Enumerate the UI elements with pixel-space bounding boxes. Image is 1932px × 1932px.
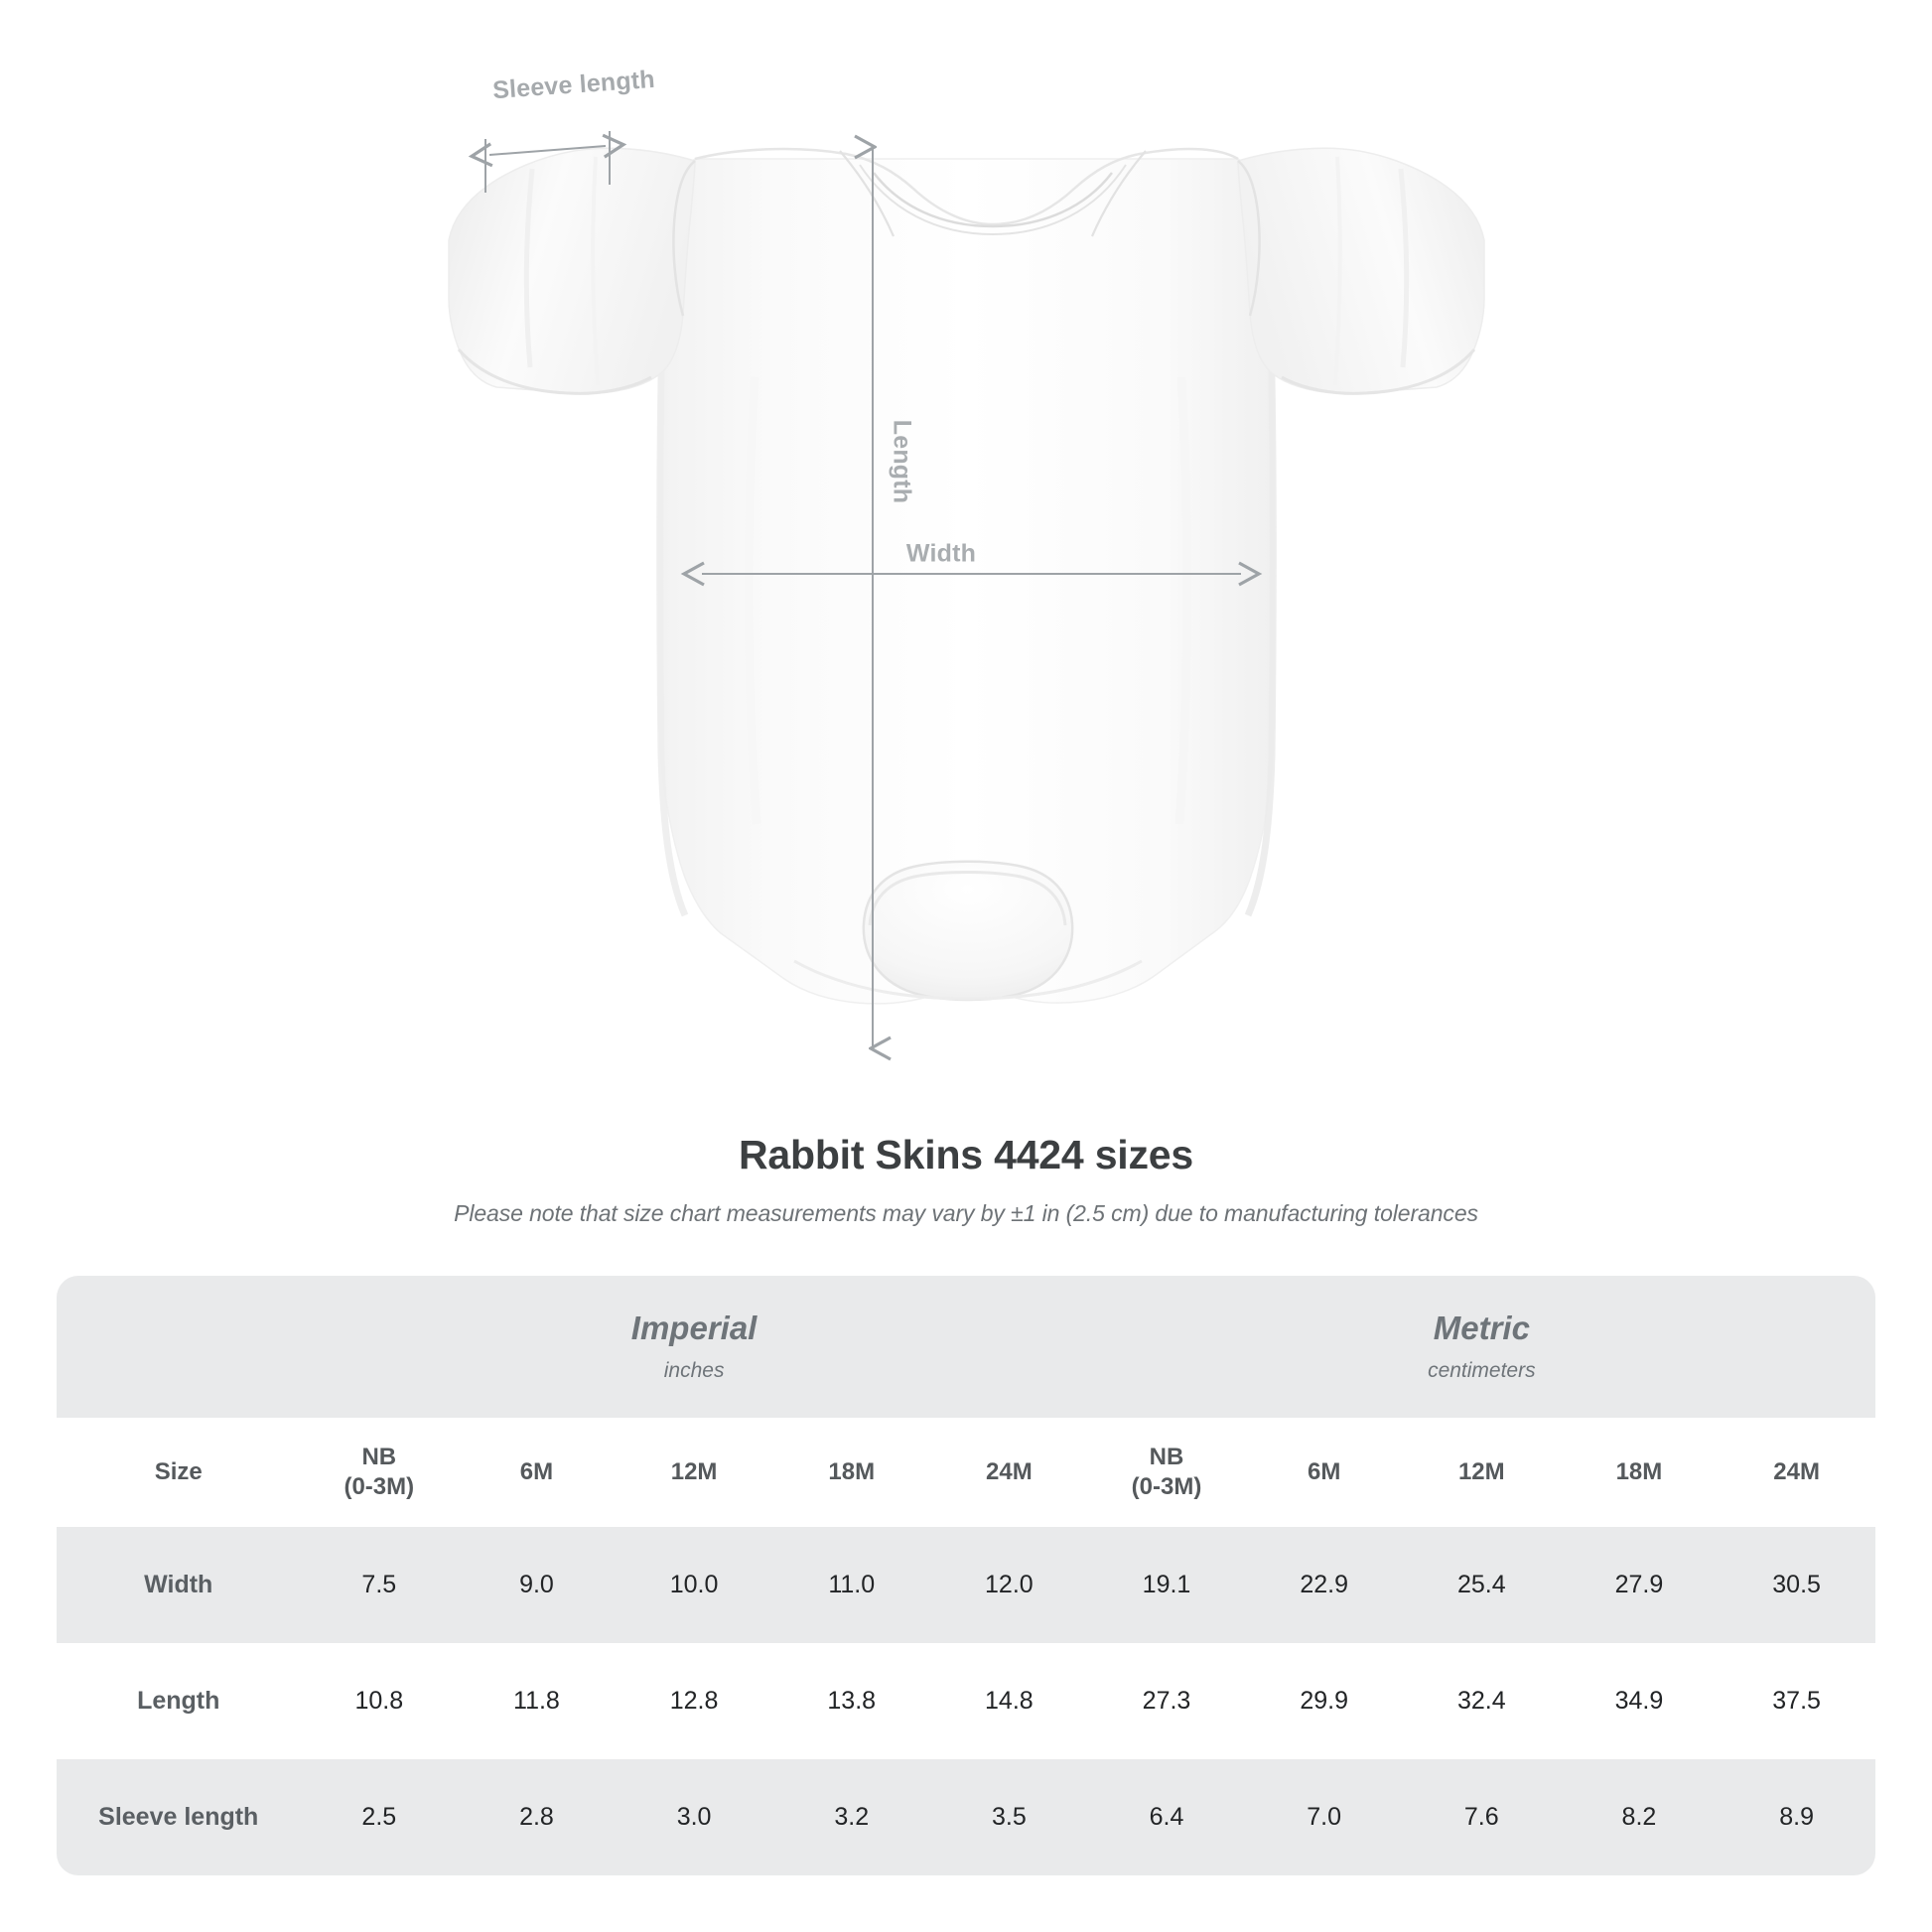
header-metric-12m: 12M [1402,1418,1561,1527]
sleeve-length-dimension [468,131,627,193]
cell-width-imperial-nb: 7.5 [300,1527,459,1643]
width-label: Width [905,539,977,568]
tolerance-note: Please note that size chart measurements… [454,1200,1478,1226]
cell-sleeve-metric-12m: 7.6 [1402,1759,1561,1875]
cell-length-imperial-nb: 10.8 [300,1643,459,1759]
cell-width-metric-24m: 30.5 [1718,1527,1875,1643]
cell-sleeve-imperial-18m: 3.2 [772,1759,931,1875]
unit-sub-metric: centimeters [1428,1358,1536,1382]
cell-sleeve-metric-6m: 7.0 [1245,1759,1403,1875]
cell-length-imperial-24m: 14.8 [930,1643,1088,1759]
header-imperial-nb: NB (0-3M) [300,1418,459,1527]
cell-length-metric-12m: 32.4 [1402,1643,1561,1759]
header-imperial-nb-line1: NB [361,1444,397,1470]
header-size: Size [57,1418,301,1527]
cell-length-imperial-18m: 13.8 [772,1643,931,1759]
table-row: Width 7.5 9.0 10.0 11.0 12.0 19.1 22.9 2… [57,1527,1875,1643]
cell-length-metric-nb: 27.3 [1087,1643,1246,1759]
unit-sub-imperial: inches [663,1358,725,1382]
garment-diagram: Sleeve length Length Width [448,66,1485,1102]
cell-width-metric-6m: 22.9 [1245,1527,1403,1643]
cell-sleeve-metric-nb: 6.4 [1087,1759,1246,1875]
table-row: Sleeve length 2.5 2.8 3.0 3.2 3.5 6.4 7.… [57,1759,1875,1875]
header-imperial-12m: 12M [615,1418,773,1527]
header-metric-6m: 6M [1245,1418,1403,1527]
onesie-illustration [448,131,1485,1102]
unit-cell-metric: Metric centimeters [1087,1276,1875,1418]
cell-length-metric-24m: 37.5 [1718,1643,1875,1759]
header-imperial-24m: 24M [930,1418,1088,1527]
cell-sleeve-imperial-12m: 3.0 [615,1759,773,1875]
cell-sleeve-imperial-24m: 3.5 [930,1759,1088,1875]
cell-length-metric-18m: 34.9 [1560,1643,1719,1759]
cell-sleeve-metric-24m: 8.9 [1718,1759,1875,1875]
cell-width-metric-18m: 27.9 [1560,1527,1719,1643]
cell-width-imperial-6m: 9.0 [458,1527,616,1643]
unit-name-imperial: Imperial [630,1310,758,1347]
unit-name-metric: Metric [1433,1310,1530,1347]
row-label-sleeve-length: Sleeve length [57,1759,301,1875]
cell-sleeve-imperial-nb: 2.5 [300,1759,459,1875]
header-metric-18m: 18M [1560,1418,1719,1527]
cell-width-imperial-12m: 10.0 [615,1527,773,1643]
cell-width-imperial-24m: 12.0 [930,1527,1088,1643]
header-metric-24m: 24M [1718,1418,1875,1527]
unit-header-row: Imperial inches Metric centimeters [57,1276,1875,1418]
row-label-width: Width [57,1527,301,1643]
title-block: Rabbit Skins 4424 sizes Please note that… [0,1132,1932,1227]
header-metric-nb-line1: NB [1149,1444,1184,1470]
cell-length-metric-6m: 29.9 [1245,1643,1403,1759]
cell-width-metric-12m: 25.4 [1402,1527,1561,1643]
page-title: Rabbit Skins 4424 sizes [738,1132,1193,1177]
cell-width-imperial-18m: 11.0 [772,1527,931,1643]
table-row: Length 10.8 11.8 12.8 13.8 14.8 27.3 29.… [57,1643,1875,1759]
header-metric-nb-line2: (0-3M) [1131,1473,1202,1500]
cell-length-imperial-6m: 11.8 [458,1643,616,1759]
row-label-length: Length [57,1643,301,1759]
cell-sleeve-imperial-6m: 2.8 [458,1759,616,1875]
size-table: Imperial inches Metric centimeters Size … [57,1276,1875,1875]
header-imperial-6m: 6M [458,1418,616,1527]
unit-cell-imperial: Imperial inches [300,1276,1088,1418]
size-header-row: Size NB (0-3M) 6M 12M 18M 24M NB (0-3M) … [57,1418,1875,1527]
unit-corner-cell [57,1276,301,1418]
size-table-wrapper: Imperial inches Metric centimeters Size … [57,1276,1875,1875]
cell-length-imperial-12m: 12.8 [615,1643,773,1759]
cell-sleeve-metric-18m: 8.2 [1560,1759,1719,1875]
cell-width-metric-nb: 19.1 [1087,1527,1246,1643]
header-imperial-18m: 18M [772,1418,931,1527]
length-label: Length [888,419,916,504]
header-imperial-nb-line2: (0-3M) [344,1473,415,1500]
header-metric-nb: NB (0-3M) [1087,1418,1246,1527]
